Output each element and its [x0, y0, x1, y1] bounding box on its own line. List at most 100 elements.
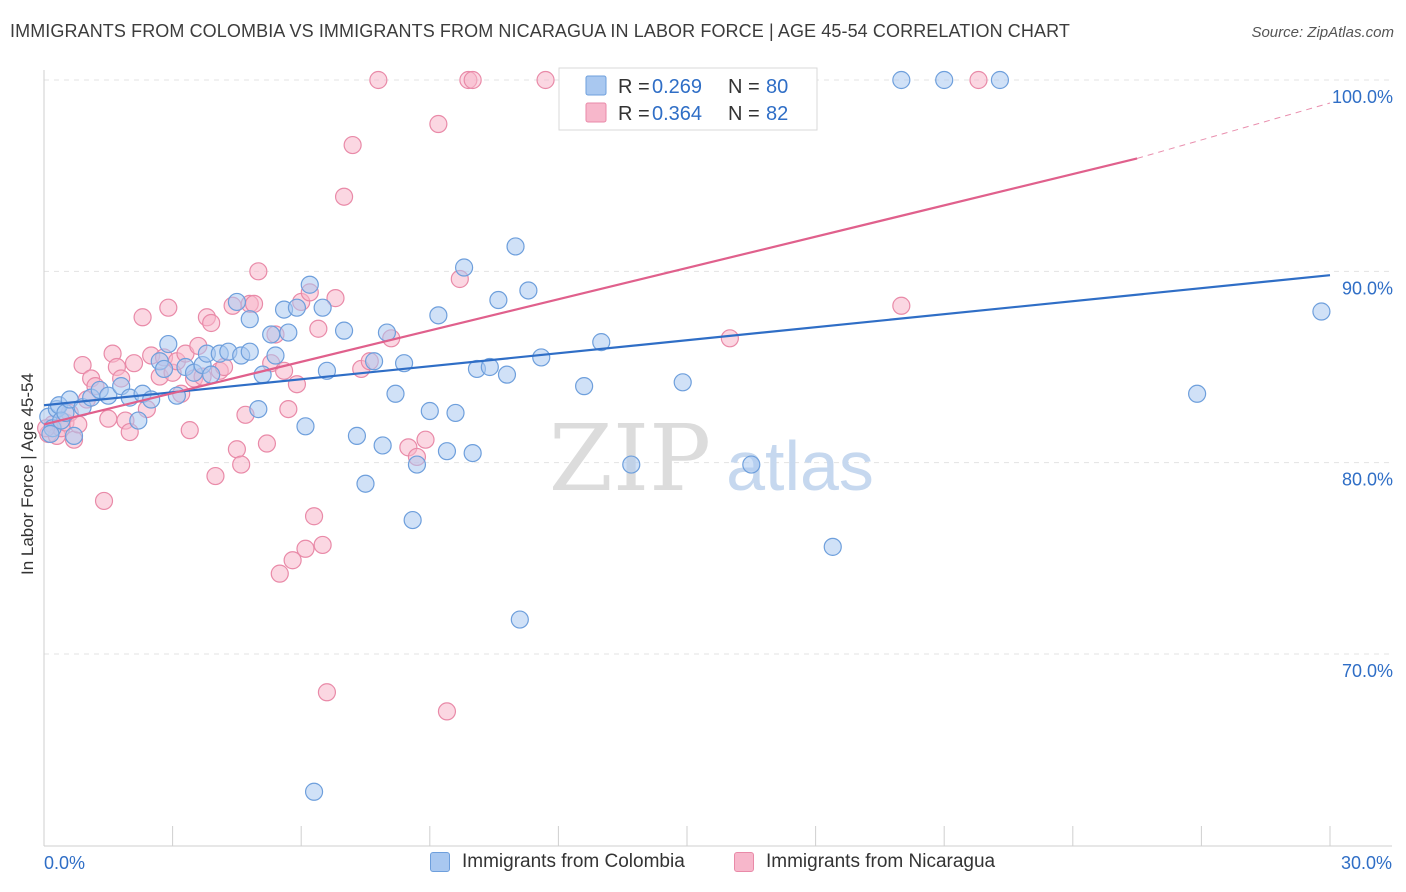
source-label: Source: ZipAtlas.com: [1251, 24, 1394, 41]
colombia-point: [347, 426, 367, 445]
colombia-point: [364, 352, 384, 371]
legend-n-value: 80: [766, 76, 788, 98]
nicaragua-point: [124, 354, 144, 373]
colombia-point: [673, 373, 692, 392]
colombia-point: [287, 298, 307, 317]
nicaragua-point: [249, 262, 268, 281]
colombia-point: [742, 455, 761, 474]
colombia-point: [386, 384, 405, 403]
colombia-point: [373, 436, 392, 455]
colombia-point: [519, 281, 538, 300]
nicaragua-point: [463, 70, 482, 90]
colombia-point: [532, 348, 551, 367]
colombia-point: [1188, 384, 1207, 403]
legend-swatch-nicaragua: [585, 102, 607, 123]
colombia-point: [510, 610, 529, 629]
svg-text:R = 0.269 N =: R = 0.269 N = 80: [618, 76, 788, 98]
legend-swatch-nicaragua: [734, 852, 754, 872]
colombia-point: [990, 70, 1010, 90]
colombia-point: [420, 401, 439, 421]
x-tick-label-max: 30.0%: [1341, 853, 1392, 873]
svg-text:R = 0.364 N =: R = 0.364 N = 82: [618, 103, 788, 125]
legend-n-label: N =: [728, 76, 765, 98]
nicaragua-point: [159, 298, 178, 317]
nicaragua-point: [969, 70, 988, 90]
legend-r-label: R =: [618, 103, 655, 125]
y-tick-label: 80.0%: [1342, 470, 1393, 490]
colombia-point: [240, 310, 259, 329]
correlation-legend: R = 0.269 N = 80 R = 0.364 N = 82: [558, 67, 818, 131]
nicaragua-point: [206, 466, 225, 486]
nicaragua-point: [313, 535, 332, 555]
colombia-point: [313, 298, 332, 317]
trend-lines: [43, 102, 1331, 426]
nicaragua-point: [180, 421, 199, 440]
colombia-point: [454, 258, 474, 277]
nicaragua-point: [244, 294, 264, 313]
colombia-point: [497, 365, 517, 384]
colombia-point: [489, 290, 508, 310]
colombia-point: [249, 399, 268, 419]
nicaragua-point: [133, 308, 152, 327]
colombia-point: [202, 365, 221, 384]
colombia-point: [227, 292, 246, 312]
legend-r-value: 0.269: [652, 76, 702, 98]
colombia-point: [334, 321, 354, 340]
colombia-point: [446, 403, 465, 423]
colombia-point: [356, 474, 375, 493]
nicaragua-point: [309, 319, 328, 338]
nicaragua-point: [317, 683, 337, 702]
colombia-point: [296, 417, 315, 436]
legend-r-label: R =: [618, 76, 655, 98]
scatter-points: [37, 70, 1331, 801]
nicaragua-point: [369, 70, 388, 90]
nicaragua-point: [304, 507, 324, 526]
nicaragua-point: [296, 539, 315, 558]
colombia-trend-line: [43, 274, 1331, 407]
legend-item-colombia: Immigrants from Colombia: [430, 851, 685, 873]
colombia-point: [154, 359, 174, 379]
nicaragua-point: [720, 329, 739, 348]
colombia-point: [317, 361, 337, 380]
colombia-point: [1312, 302, 1331, 321]
x-axis-ticks: [43, 826, 1331, 846]
grid-lines: [44, 79, 1392, 655]
colombia-point: [266, 346, 285, 365]
colombia-point: [892, 70, 911, 90]
y-axis-tick-labels: 70.0% 80.0% 90.0% 100.0%: [1332, 87, 1393, 681]
colombia-point: [437, 442, 457, 461]
colombia-point: [129, 411, 148, 430]
legend-label-nicaragua: Immigrants from Nicaragua: [766, 851, 996, 872]
legend-swatch-colombia: [585, 75, 607, 96]
colombia-point: [41, 424, 60, 444]
colombia-point: [64, 426, 84, 445]
nicaragua-point: [202, 313, 221, 333]
colombia-point: [480, 357, 499, 377]
nicaragua-point: [536, 70, 555, 90]
nicaragua-point: [257, 434, 277, 453]
nicaragua-point: [227, 440, 246, 459]
chart-title: IMMIGRANTS FROM COLOMBIA VS IMMIGRANTS F…: [10, 21, 1070, 41]
colombia-point: [823, 537, 842, 556]
nicaragua-point: [94, 491, 114, 511]
colombia-point: [592, 333, 611, 352]
series-legend: Immigrants from Colombia Immigrants from…: [0, 851, 1406, 879]
colombia-point: [935, 70, 954, 90]
nicaragua-point: [232, 455, 251, 474]
x-tick-label-min: 0.0%: [44, 853, 85, 873]
colombia-point: [279, 323, 298, 342]
nicaragua-point: [334, 187, 354, 206]
colombia-point: [575, 377, 594, 396]
nicaragua-point: [326, 289, 345, 308]
legend-n-label: N =: [728, 103, 765, 125]
nicaragua-point: [343, 135, 362, 155]
colombia-point: [304, 782, 324, 801]
legend-swatch-colombia: [430, 852, 450, 872]
colombia-point: [262, 325, 281, 344]
colombia-point: [407, 455, 427, 474]
y-axis-label: In Labor Force | Age 45-54: [18, 373, 37, 575]
colombia-point: [429, 306, 448, 325]
colombia-point: [403, 510, 422, 530]
nicaragua-point: [416, 430, 435, 449]
